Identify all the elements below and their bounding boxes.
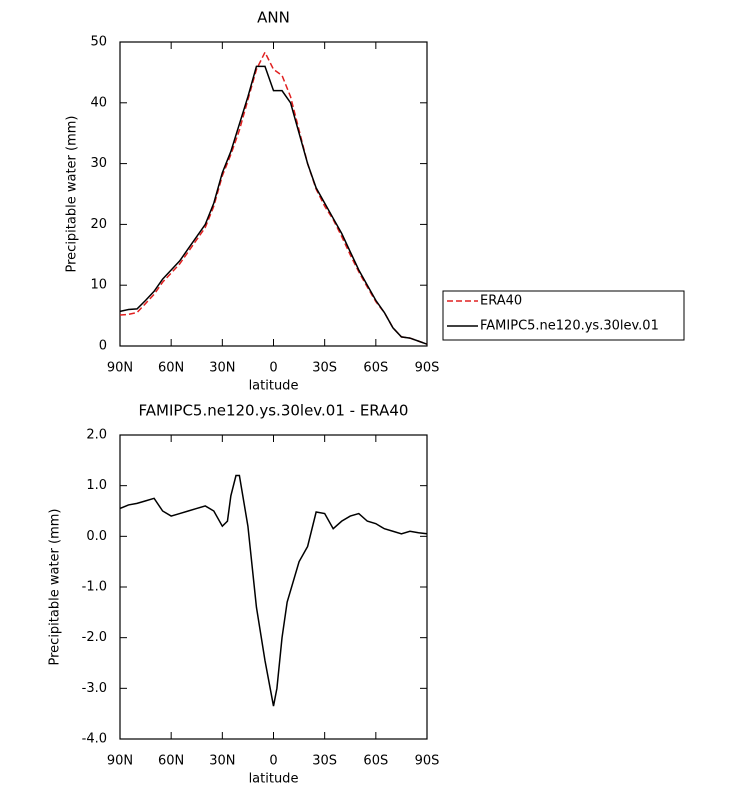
x-tick-label: 0 [269, 361, 277, 376]
x-tick-label: 60S [363, 361, 388, 376]
x-tick-label: 60N [158, 361, 184, 376]
legend-box [442, 290, 685, 341]
x-tick-label: 30S [312, 754, 337, 769]
y-tick-label: -1.0 [82, 580, 107, 595]
chart-title: ANN [257, 9, 290, 27]
series-line [119, 65, 428, 345]
x-tick-label: 60N [158, 754, 184, 769]
y-tick-label: -3.0 [82, 681, 107, 696]
x-axis-label: latitude [249, 772, 299, 787]
x-tick-label: 60S [363, 754, 388, 769]
plot-frame [119, 41, 428, 347]
x-tick-label: 90N [107, 361, 133, 376]
y-tick-label: 30 [90, 156, 107, 171]
chart-title: FAMIPC5.ne120.ys.30lev.01 - ERA40 [139, 402, 409, 420]
y-axis-label: Precipitable water (mm) [48, 509, 63, 666]
y-axis-label: Precipitable water (mm) [65, 116, 80, 273]
y-tick-label: 0.0 [86, 529, 107, 544]
legend-label: ERA40 [480, 294, 522, 309]
y-tick-label: 0 [99, 339, 107, 354]
y-tick-label: -4.0 [82, 732, 107, 747]
x-tick-label: 0 [269, 754, 277, 769]
y-tick-label: 2.0 [86, 428, 107, 443]
y-tick-label: -2.0 [82, 630, 107, 645]
series-line [119, 50, 428, 345]
plot-frame [119, 434, 428, 740]
x-axis-label: latitude [249, 379, 299, 394]
x-tick-label: 90S [415, 361, 440, 376]
legend-label: FAMIPC5.ne120.ys.30lev.01 [480, 319, 659, 334]
x-tick-label: 90S [415, 754, 440, 769]
x-tick-label: 30S [312, 361, 337, 376]
y-tick-label: 1.0 [86, 478, 107, 493]
y-tick-label: 20 [90, 217, 107, 232]
y-tick-label: 40 [90, 95, 107, 110]
series-line [119, 474, 428, 707]
y-tick-label: 50 [90, 35, 107, 50]
x-tick-label: 30N [209, 754, 235, 769]
x-tick-label: 30N [209, 361, 235, 376]
y-tick-label: 10 [90, 278, 107, 293]
x-tick-label: 90N [107, 754, 133, 769]
